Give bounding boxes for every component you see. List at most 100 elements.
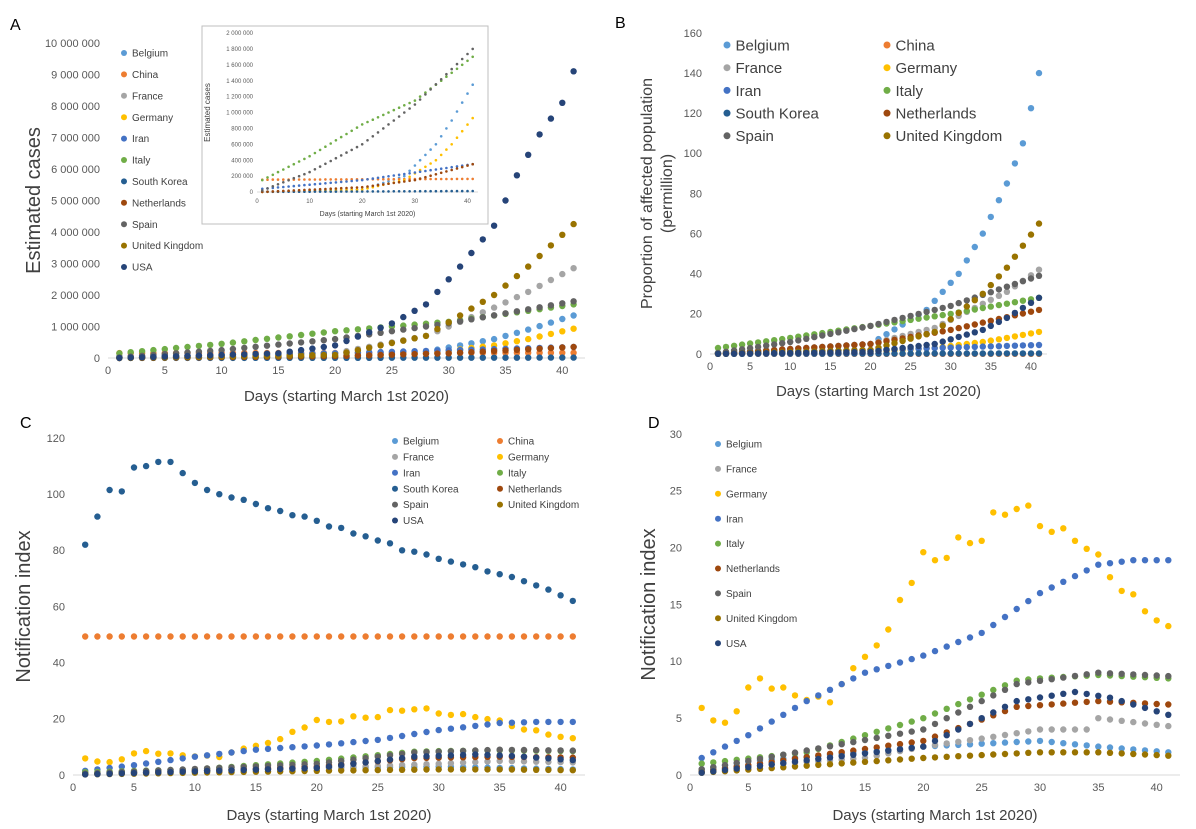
point-france [1095,715,1102,722]
point-iran [756,725,764,732]
point-germany [987,337,994,344]
x-tick-label: 40 [554,782,566,794]
point-germany [142,747,150,755]
point-netherlands [366,185,369,188]
x-tick-label: 20 [917,782,929,794]
y-tick-label: 1 800 000 [226,47,253,53]
x-tick-label: 10 [306,199,313,205]
point-united-kingdom [850,759,857,766]
point-south-korea [413,190,417,193]
point-spain [795,337,802,344]
point-netherlands [513,346,521,353]
point-spain [819,332,826,339]
point-south-korea [484,568,491,575]
point-usa [377,324,384,331]
point-netherlands [827,343,834,350]
y-tick-label: 80 [53,545,65,557]
point-spain [403,111,406,114]
inset-frame [201,25,489,225]
point-netherlands [366,352,373,359]
point-spain [1025,679,1032,686]
point-united-kingdom [411,335,418,342]
point-spain [850,738,857,746]
point-spain [851,325,858,333]
point-china [387,177,390,181]
point-spain [297,174,301,178]
point-united-kingdom [525,263,532,270]
point-iran [1165,557,1172,564]
point-netherlands [408,179,411,183]
x-tick-label: 0 [707,361,713,373]
y-tick-label: 0 [94,353,100,365]
point-netherlands [1035,306,1043,314]
point-iran [768,718,775,725]
point-spain [939,304,946,312]
point-south-korea [308,190,311,193]
series-iran [261,162,475,191]
y-axis-title: Estimated cases [23,127,45,274]
point-spain [388,328,396,335]
point-spain [570,298,577,305]
point-usa [698,769,705,776]
point-netherlands [450,168,454,172]
point-italy [460,63,464,67]
point-iran [520,719,528,726]
point-spain [275,341,282,348]
point-spain [843,327,850,334]
point-belgium [931,297,938,304]
point-china [313,178,317,181]
point-usa [275,350,282,357]
point-spain [513,308,521,315]
point-netherlands [471,162,475,166]
legend-marker-south-korea [121,178,127,185]
legend-label-netherlands: Netherlands [726,564,780,575]
point-spain [867,322,874,330]
point-south-korea [456,354,464,361]
point-iran [908,655,915,663]
point-spain [779,340,786,347]
point-france [1001,731,1009,739]
point-germany [502,340,509,347]
point-iran [943,643,950,650]
point-germany [1019,331,1027,339]
point-germany [277,735,284,743]
point-usa [838,753,845,760]
point-spain [966,703,974,710]
point-usa [388,320,396,327]
y-axis-title: Notification index [13,530,35,682]
point-spain [408,107,411,110]
point-netherlands [424,175,427,179]
point-south-korea [301,513,308,520]
point-spain [1001,686,1009,693]
point-south-korea [386,540,394,547]
point-united-kingdom [885,757,892,764]
point-spain [424,93,427,96]
point-south-korea [1011,350,1019,357]
point-belgium [434,143,438,146]
point-united-kingdom [1001,750,1009,758]
point-italy [738,341,746,348]
point-usa [320,343,327,351]
point-spain [955,709,962,716]
point-south-korea [468,354,475,361]
point-south-korea [345,190,348,193]
point-germany [1036,522,1044,530]
point-spain [207,347,214,355]
point-spain [400,326,407,333]
point-italy [397,106,401,109]
point-france [472,758,479,766]
point-iran [289,744,296,751]
point-iran [387,175,390,178]
x-tick-label: 15 [859,782,871,794]
point-iran [1013,605,1020,613]
point-spain [733,759,740,767]
point-germany [434,158,438,162]
point-iran [484,721,491,728]
point-france [547,276,555,284]
point-united-kingdom [459,766,467,773]
point-belgium [1048,738,1055,746]
point-usa [963,331,970,338]
point-china [460,177,464,181]
point-netherlands [456,349,464,356]
point-italy [963,307,970,315]
